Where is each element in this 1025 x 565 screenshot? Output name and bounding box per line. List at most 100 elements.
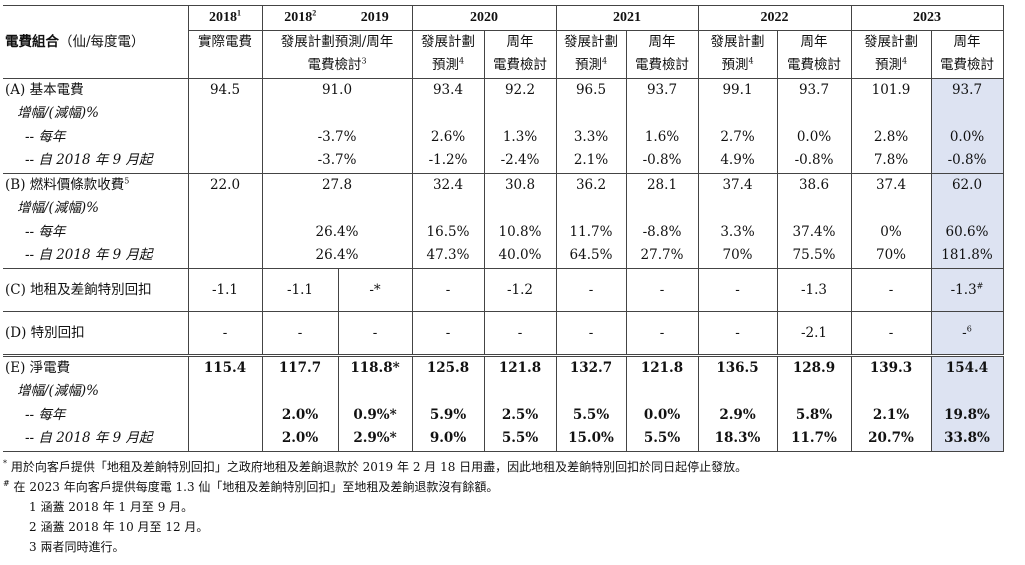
header-plan-2022: 發展計劃 預測4 <box>697 30 777 78</box>
row-a-yearly: -- 每年 -3.7% 2.6% 1.3% 3.3% 1.6% 2.7% 0.0… <box>3 125 1004 149</box>
col-2018-actual-year: 20181 <box>187 5 262 31</box>
row-label: -- 每年 <box>25 223 66 240</box>
footnote-star: * 用於向客戶提供「地租及差餉特別回扣」之政府地租及差餉退款於 2019 年 2… <box>3 459 748 475</box>
cell: 60.6% <box>930 220 1004 244</box>
cell: 132.7 <box>555 353 626 380</box>
tariff-table: 20181 20182 2019 2020 2021 2022 2023 電費組… <box>3 5 1004 452</box>
cell: 2.8% <box>850 125 931 149</box>
cell: 37.4 <box>850 172 931 197</box>
row-b-change-label: 增幅/(減幅)% <box>3 197 1004 221</box>
footnote-hash: # 在 2023 年向客戶提供每度電 1.3 仙「地租及差餉特別回扣」至地租及差… <box>3 479 499 495</box>
cell: 33.8% <box>930 427 1004 452</box>
cell: 0.0% <box>930 125 1004 149</box>
cell: 117.7 <box>261 353 338 380</box>
cell: 2.1% <box>555 149 626 173</box>
cell: 7.8% <box>850 149 931 173</box>
cell: 5.5% <box>483 427 556 452</box>
row-label: (C) 地租及差餉特別回扣 <box>3 267 188 311</box>
cell: 101.9 <box>850 77 931 102</box>
cell: 2.9%* <box>337 427 412 452</box>
cell: 94.5 <box>187 77 262 102</box>
cell: 19.8% <box>930 403 1004 427</box>
row-a-since: -- 自 2018 年 9 月起 -3.7% -1.2% -2.4% 2.1% … <box>3 149 1004 173</box>
cell: 27.8 <box>261 172 412 197</box>
header-review-2020: 周年 電費檢討 <box>483 30 556 78</box>
row-label: (B) 燃料價條款收費5 <box>3 172 188 197</box>
row-label: 增幅/(減幅)% <box>17 383 99 399</box>
cell: 38.6 <box>776 172 851 197</box>
cell: - <box>187 310 262 355</box>
cell: - <box>555 267 626 311</box>
row-label: (E) 淨電費 <box>3 353 188 380</box>
cell: 93.4 <box>411 77 484 102</box>
cell: 10.8% <box>483 220 556 244</box>
cell: 15.0% <box>555 427 626 452</box>
cell: 93.7 <box>776 77 851 102</box>
cell: 37.4% <box>776 220 851 244</box>
cell: 121.8 <box>625 353 698 380</box>
header-review-2021: 周年 電費檢討 <box>625 30 698 78</box>
cell: - <box>483 310 556 355</box>
row-label: -- 每年 <box>25 406 66 423</box>
header-year-row: 20181 20182 2019 2020 2021 2022 2023 <box>3 5 1004 31</box>
row-label: 增幅/(減幅)% <box>17 105 99 121</box>
cell: -3.7% <box>261 149 412 173</box>
cell: 2.1% <box>850 403 931 427</box>
cell: 181.8% <box>930 244 1004 268</box>
cell: 3.3% <box>697 220 777 244</box>
cell: 4.9% <box>697 149 777 173</box>
cell: 0% <box>850 220 931 244</box>
col-2020-year: 2020 <box>411 5 556 31</box>
cell: 11.7% <box>555 220 626 244</box>
col-2018-plan-year: 20182 <box>261 5 338 31</box>
cell: -2.4% <box>483 149 556 173</box>
cell: 70% <box>697 244 777 268</box>
cell: - <box>850 310 931 355</box>
cell: -0.8% <box>625 149 698 173</box>
cell: 30.8 <box>483 172 556 197</box>
cell: 2.6% <box>411 125 484 149</box>
cell: 36.2 <box>555 172 626 197</box>
cell: 64.5% <box>555 244 626 268</box>
cell: -0.8% <box>930 149 1004 173</box>
cell: 93.7 <box>930 77 1004 102</box>
cell: 3.3% <box>555 125 626 149</box>
header-plan-review: 發展計劃預測/周年 電費檢討3 <box>261 30 412 78</box>
row-label: (D) 特別回扣 <box>3 310 188 355</box>
cell: - <box>337 310 412 355</box>
cell: -2.1 <box>776 310 851 355</box>
row-label: -- 自 2018 年 9 月起 <box>25 247 153 263</box>
table-title-cell: 電費組合（仙/每度電） <box>3 30 188 78</box>
row-e-yearly: -- 每年 2.0% 0.9%* 5.9% 2.5% 5.5% 0.0% 2.9… <box>3 403 1004 427</box>
cell: -1.1 <box>187 267 262 311</box>
cell: - <box>697 310 777 355</box>
cell: 37.4 <box>697 172 777 197</box>
header-plan-2020: 發展計劃 預測4 <box>411 30 484 78</box>
row-e-since: -- 自 2018 年 9 月起 2.0% 2.9%* 9.0% 5.5% 15… <box>3 427 1004 452</box>
cell: -1.3 <box>776 267 851 311</box>
header-subtitle-row: 電費組合（仙/每度電） 實際電費 發展計劃預測/周年 電費檢討3 發展計劃 預測4 … <box>3 30 1004 78</box>
cell: 1.3% <box>483 125 556 149</box>
cell: - <box>697 267 777 311</box>
cell: 2.9% <box>697 403 777 427</box>
cell: 26.4% <box>261 244 412 268</box>
cell: 0.0% <box>776 125 851 149</box>
cell: -0.8% <box>776 149 851 173</box>
row-a-change-label: 增幅/(減幅)% <box>3 102 1004 126</box>
cell: 32.4 <box>411 172 484 197</box>
cell: 136.5 <box>697 353 777 380</box>
header-review-2023: 周年 電費檢討 <box>930 30 1004 78</box>
cell: 0.0% <box>625 403 698 427</box>
cell: -8.8% <box>625 220 698 244</box>
cell: 27.7% <box>625 244 698 268</box>
header-plan-2021: 發展計劃 預測4 <box>555 30 626 78</box>
cell: 118.8* <box>337 353 412 380</box>
cell: 5.5% <box>625 427 698 452</box>
cell: 62.0 <box>930 172 1004 197</box>
cell: 5.9% <box>411 403 484 427</box>
cell: -1.1 <box>261 267 338 311</box>
cell: 96.5 <box>555 77 626 102</box>
cell: - <box>411 310 484 355</box>
header-review-2022: 周年 電費檢討 <box>776 30 851 78</box>
cell: - <box>625 310 698 355</box>
